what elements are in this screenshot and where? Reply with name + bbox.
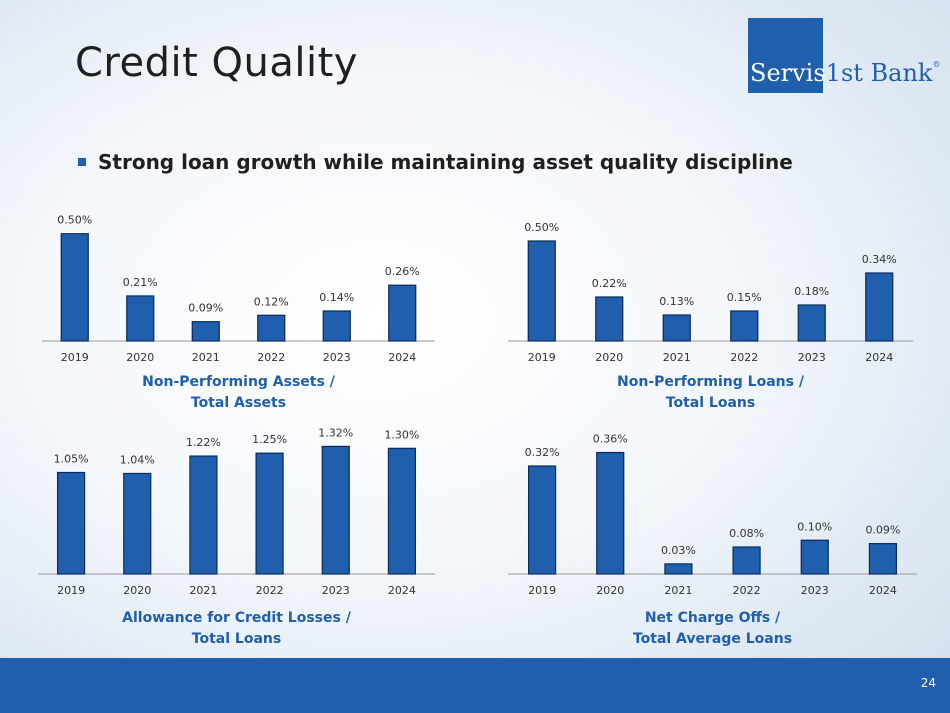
logo-wordmark: Servis1st Bank®: [750, 59, 941, 87]
page-number: 24: [920, 676, 936, 690]
chart-1-bar-2024: [388, 284, 417, 342]
chart-4-bar-2021: [664, 563, 693, 575]
chart-2-bar-2024: [865, 272, 894, 342]
chart-2-tick-2024: 2024: [865, 351, 893, 364]
chart-3-data-label-2023: 1.32%: [318, 426, 353, 439]
page-title: Credit Quality: [75, 40, 358, 86]
chart-4-title-line-1: Net Charge Offs /: [645, 610, 781, 626]
chart-3-data-label-2019: 1.05%: [54, 453, 89, 466]
chart-3-data-label-2024: 1.30%: [384, 428, 419, 441]
chart-4-data-label-2021: 0.03%: [661, 544, 696, 557]
chart-1-data-label-2023: 0.14%: [319, 291, 354, 304]
chart-1-title-line-1: Non-Performing Assets /: [142, 374, 336, 390]
chart-1-data-label-2020: 0.21%: [123, 276, 158, 289]
chart-1-bar-2021: [191, 321, 220, 342]
chart-1-data-label-2022: 0.12%: [254, 295, 289, 308]
bullet-text: Strong loan growth while maintaining ass…: [98, 150, 793, 174]
chart-1-bar-2023: [322, 310, 351, 342]
chart-3-tick-2024: 2024: [388, 584, 416, 597]
bullet-point: Strong loan growth while maintaining ass…: [78, 150, 793, 174]
chart-2-bar-2022: [730, 310, 759, 342]
chart-3-bar-2024: [387, 447, 417, 575]
chart-3-title-line-1: Allowance for Credit Losses /: [122, 610, 352, 626]
chart-1-data-label-2019: 0.50%: [57, 214, 92, 227]
chart-3-tick-2023: 2023: [322, 584, 350, 597]
chart-4-tick-2021: 2021: [664, 584, 692, 597]
chart-1-tick-2024: 2024: [388, 351, 416, 364]
chart-4-data-label-2020: 0.36%: [593, 433, 628, 446]
chart-2-bar-2019: [527, 240, 556, 342]
logo-registered-mark: ®: [932, 60, 941, 69]
chart-3-bar-2020: [123, 472, 152, 575]
logo-text-servis: Servis: [750, 59, 826, 87]
chart-1-bar-2020: [126, 295, 155, 342]
chart-2-tick-2021: 2021: [663, 351, 691, 364]
chart-3-bar-2023: [321, 445, 350, 575]
chart-2-bar-2020: [595, 296, 624, 342]
chart-2-tick-2022: 2022: [730, 351, 758, 364]
chart-3-data-label-2020: 1.04%: [120, 453, 155, 466]
chart-4-bar-2023: [800, 539, 829, 575]
chart-3-title-line-2: Total Loans: [192, 631, 281, 647]
chart-1-tick-2023: 2023: [323, 351, 351, 364]
chart-1-data-label-2021: 0.09%: [188, 302, 223, 315]
chart-1-tick-2022: 2022: [257, 351, 285, 364]
chart-3-tick-2019: 2019: [57, 584, 85, 597]
chart-4-title-line-2: Total Average Loans: [633, 631, 792, 647]
chart-2-data-label-2019: 0.50%: [524, 221, 559, 234]
chart-1-tick-2019: 2019: [61, 351, 89, 364]
chart-4-data-label-2022: 0.08%: [729, 527, 764, 540]
chart-2-data-label-2021: 0.13%: [659, 295, 694, 308]
chart-1-bar-2019: [60, 233, 89, 342]
chart-4-bar-2024: [868, 543, 898, 575]
chart-1-title-line-2: Total Assets: [191, 395, 286, 411]
chart-2-data-label-2023: 0.18%: [794, 285, 829, 298]
chart-2-tick-2020: 2020: [595, 351, 623, 364]
chart-4-tick-2023: 2023: [801, 584, 829, 597]
chart-3-tick-2021: 2021: [189, 584, 217, 597]
chart-4-bar-2020: [596, 451, 625, 575]
chart-2-tick-2023: 2023: [798, 351, 826, 364]
footer-bar: 24: [0, 658, 950, 713]
chart-1-data-label-2024: 0.26%: [385, 265, 420, 278]
chart-4-bar-2022: [732, 546, 761, 575]
chart-3-tick-2022: 2022: [256, 584, 284, 597]
logo-text-bank: 1st Bank: [825, 59, 933, 87]
chart-1-bar-2022: [257, 314, 286, 342]
chart-4-bar-2019: [527, 465, 557, 575]
bank-logo: Servis1st Bank®: [748, 18, 940, 93]
chart-4-tick-2020: 2020: [596, 584, 624, 597]
chart-3-bar-2019: [56, 471, 86, 575]
chart-3-bar-2022: [255, 452, 284, 575]
chart-1-tick-2020: 2020: [126, 351, 154, 364]
bullet-square-icon: [78, 157, 86, 166]
chart-2-data-label-2022: 0.15%: [727, 291, 762, 304]
chart-4-data-label-2024: 0.09%: [865, 524, 900, 537]
logo-block: [748, 18, 823, 93]
chart-2-data-label-2024: 0.34%: [862, 253, 897, 266]
chart-2-bar-2023: [797, 304, 826, 342]
chart-3-tick-2020: 2020: [123, 584, 151, 597]
chart-2-bar-2021: [662, 314, 691, 342]
chart-4-tick-2024: 2024: [869, 584, 897, 597]
chart-2-title-line-2: Total Loans: [666, 395, 755, 411]
chart-2-data-label-2020: 0.22%: [592, 277, 627, 290]
chart-3-bar-2021: [189, 455, 218, 575]
chart-2-tick-2019: 2019: [528, 351, 556, 364]
chart-2-title-line-1: Non-Performing Loans /: [617, 374, 805, 390]
chart-4-data-label-2019: 0.32%: [525, 446, 560, 459]
chart-3-data-label-2022: 1.25%: [252, 433, 287, 446]
chart-1-tick-2021: 2021: [192, 351, 220, 364]
chart-3-data-label-2021: 1.22%: [186, 436, 221, 449]
chart-4-tick-2022: 2022: [733, 584, 761, 597]
chart-4-data-label-2023: 0.10%: [797, 520, 832, 533]
chart-4-tick-2019: 2019: [528, 584, 556, 597]
